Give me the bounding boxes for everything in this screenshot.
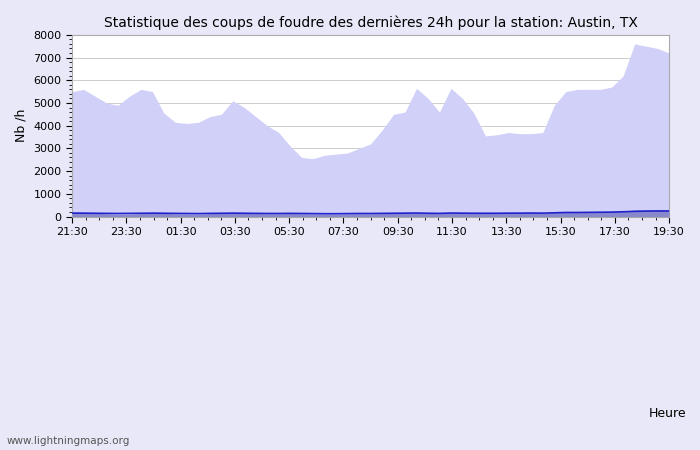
Text: www.lightningmaps.org: www.lightningmaps.org — [7, 436, 130, 446]
Y-axis label: Nb /h: Nb /h — [15, 109, 28, 142]
Text: Heure: Heure — [648, 407, 686, 420]
Title: Statistique des coups de foudre des dernières 24h pour la station: Austin, TX: Statistique des coups de foudre des dern… — [104, 15, 638, 30]
